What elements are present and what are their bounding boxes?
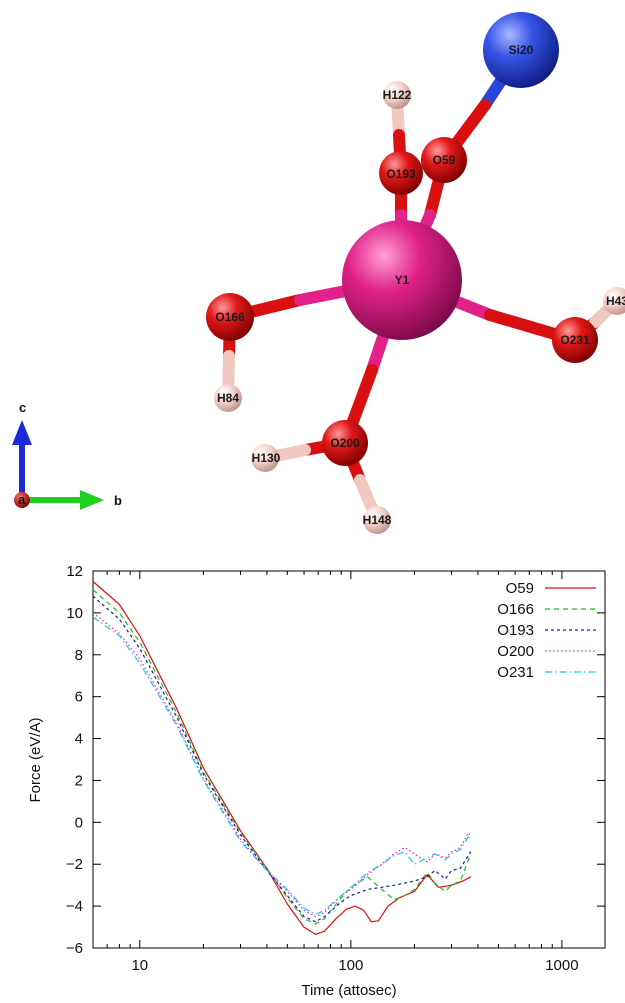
atom-label-h43: H43 <box>606 294 625 308</box>
series-line-o59 <box>92 581 472 935</box>
b-axis-arrowhead <box>80 490 104 510</box>
axis-label-b: b <box>114 493 122 508</box>
y-tick-label: 8 <box>75 647 83 664</box>
y-tick-label: 6 <box>75 689 83 706</box>
atom-o193[interactable]: O193 <box>379 151 423 195</box>
atom-label-y1: Y1 <box>395 273 410 287</box>
y-axis-title: Force (eV/A) <box>27 717 44 802</box>
atom-h122[interactable]: H122 <box>383 81 412 109</box>
atom-o59[interactable]: O59 <box>421 137 467 183</box>
c-axis-arrowhead <box>12 420 32 445</box>
x-tick-label: 1000 <box>545 957 578 974</box>
y-tick-label: 2 <box>75 772 83 789</box>
atom-label-o59: O59 <box>433 153 456 167</box>
axis-label-a: a <box>18 492 26 507</box>
y-tick-label: −2 <box>66 856 83 873</box>
atom-y1[interactable]: Y1 <box>342 220 462 340</box>
x-tick-label: 100 <box>338 957 363 974</box>
a-axis-dot <box>14 492 30 508</box>
atom-label-h148: H148 <box>363 513 392 527</box>
legend-label-o166: O166 <box>497 601 534 618</box>
series-line-o193 <box>92 595 472 923</box>
plot-frame <box>92 570 606 949</box>
atom-o166[interactable]: O166 <box>206 293 254 341</box>
atom-label-o231: O231 <box>560 333 590 347</box>
y-tick-label: 0 <box>75 814 83 831</box>
y-tick-label: 10 <box>66 605 83 622</box>
atom-o200[interactable]: O200 <box>322 420 368 466</box>
series-line-o231 <box>92 616 472 916</box>
atom-label-h130: H130 <box>252 451 281 465</box>
atom-si20[interactable]: Si20 <box>483 12 559 88</box>
force-chart: −6 −4 −2 0 2 4 6 8 10 12 10 100 1000 O59 O166 O193 O200… <box>27 563 606 999</box>
axis-indicator: c b a <box>12 400 122 510</box>
y-tick-label: 4 <box>75 731 83 748</box>
series-line-o166 <box>92 589 472 925</box>
x-tick-label: 10 <box>131 957 148 974</box>
atom-label-si20: Si20 <box>509 43 534 57</box>
y-tick-label: 12 <box>66 563 83 580</box>
legend-label-o193: O193 <box>497 622 534 639</box>
legend: O59 O166 O193 O200 O231 <box>497 580 596 681</box>
atom-label-o166: O166 <box>215 310 245 324</box>
atom-label-h122: H122 <box>383 88 412 102</box>
y-tick-label: −6 <box>66 940 83 957</box>
atom-h130[interactable]: H130 <box>251 444 281 472</box>
molecule-structure: Si20 H122 O193 O59 Y1 O166 H43 O231 <box>12 12 625 534</box>
atoms: Si20 H122 O193 O59 Y1 O166 H43 O231 <box>206 12 625 534</box>
atom-h148[interactable]: H148 <box>363 506 392 534</box>
legend-label-o200: O200 <box>497 643 534 660</box>
atom-h84[interactable]: H84 <box>214 384 242 412</box>
atom-h43[interactable]: H43 <box>603 287 625 315</box>
tick-marks: −6 −4 −2 0 2 4 6 8 10 12 10 100 1000 <box>66 563 605 974</box>
series-line-o200 <box>92 612 472 918</box>
legend-label-o231: O231 <box>497 664 534 681</box>
atom-label-h84: H84 <box>217 391 239 405</box>
series-lines <box>92 581 472 935</box>
y-tick-label: −4 <box>66 898 83 915</box>
atom-label-o200: O200 <box>330 436 360 450</box>
atom-o231[interactable]: O231 <box>552 317 598 363</box>
legend-label-o59: O59 <box>506 580 534 597</box>
x-axis-title: Time (attosec) <box>301 982 396 999</box>
atom-label-o193: O193 <box>386 167 416 181</box>
axis-label-c: c <box>19 400 26 415</box>
